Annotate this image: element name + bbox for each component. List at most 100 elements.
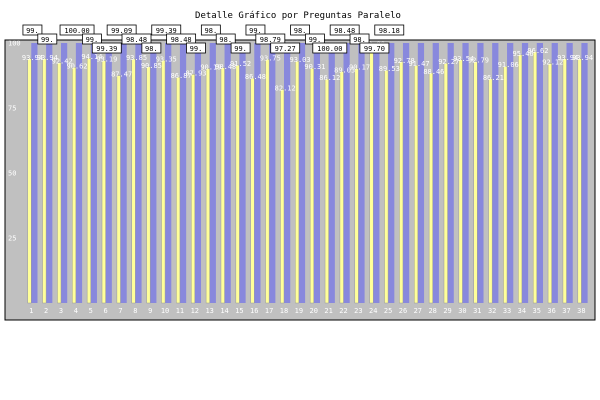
data-label: 90.17 [349, 64, 370, 72]
bar-full [254, 43, 261, 303]
bar-value [176, 76, 181, 304]
bar-value [146, 66, 151, 304]
data-label: 92.42 [52, 58, 73, 66]
bar-top-label-box [166, 33, 197, 45]
bar-full [358, 43, 365, 303]
bar-top-label: 98.48 [334, 27, 355, 35]
data-label: 86.12 [319, 74, 340, 82]
x-tick-label: 1 [29, 307, 33, 315]
x-tick-label: 15 [235, 307, 243, 315]
x-tick-label: 34 [518, 307, 526, 315]
x-tick-label: 4 [74, 307, 78, 315]
bar-full [566, 43, 573, 303]
bar-full [388, 43, 395, 303]
data-label: 90.48 [215, 63, 236, 71]
x-tick-label: 32 [488, 307, 496, 315]
bar-value [577, 58, 582, 304]
data-label: 86.48 [245, 73, 266, 81]
data-label: 88.46 [423, 68, 444, 76]
bar-full [402, 43, 410, 303]
x-tick-label: 27 [414, 307, 422, 315]
bar-value [86, 57, 91, 304]
bar-full [373, 43, 380, 303]
bar-top-label-box [37, 33, 58, 45]
data-label: 92.12 [542, 58, 563, 66]
bar-value [131, 58, 136, 304]
x-tick-label: 37 [562, 307, 570, 315]
x-tick-label: 33 [503, 307, 511, 315]
bar-top-label-box [215, 33, 236, 45]
bar-full [135, 43, 142, 303]
bar-top-label: 99.09 [111, 27, 132, 35]
bar-full [150, 43, 157, 303]
x-tick-label: 14 [220, 307, 228, 315]
x-tick-label: 29 [443, 307, 451, 315]
bar-top-label: 98.48 [126, 36, 147, 44]
x-tick-label: 11 [176, 307, 184, 315]
x-tick-label: 36 [547, 307, 555, 315]
x-tick-label: 6 [103, 307, 107, 315]
data-label: 93.94 [557, 54, 578, 62]
bar-top-label: 98. [219, 36, 232, 44]
data-label: 87.93 [185, 69, 206, 77]
x-tick-label: 3 [59, 307, 63, 315]
bar-value [547, 63, 552, 304]
bar-top-labels: 99.99.100.0099.99.3999.0998.4898.99.3998… [22, 24, 405, 54]
bar-top-label-box [230, 42, 251, 54]
bar-top-label-box [91, 42, 122, 54]
bar-top-label-box [186, 42, 206, 54]
bar-value [414, 64, 419, 304]
x-tick-label: 12 [191, 307, 199, 315]
bar-value [399, 61, 404, 304]
data-label: 82.12 [275, 84, 296, 92]
bar-value [72, 67, 77, 304]
bar-top-label: 99. [41, 36, 54, 44]
bar-top-label: 98.79 [260, 36, 281, 44]
x-tick-label: 38 [577, 307, 585, 315]
data-label: 93.94 [37, 54, 58, 62]
bar-full [105, 43, 112, 303]
bar-top-label-box [312, 42, 348, 54]
data-label: 92.79 [468, 57, 489, 65]
bar-value [190, 74, 196, 304]
bar-value [161, 60, 166, 304]
data-label: 86.87 [171, 72, 192, 80]
bar-full [179, 43, 187, 303]
bar-full [269, 43, 276, 303]
x-tick-label: 10 [161, 307, 169, 315]
bar-value [488, 78, 493, 304]
bar-value [205, 68, 210, 304]
bar-value [250, 77, 255, 304]
bar-top-label: 99. [26, 27, 39, 35]
y-axis: 25 50 75 100 [8, 40, 21, 243]
bar-top-label: 100.00 [317, 45, 342, 53]
x-tick-label: 35 [533, 307, 541, 315]
bar-full [284, 43, 291, 303]
bar-top-label-box [270, 42, 301, 54]
x-tick-label: 7 [118, 307, 122, 315]
x-tick-label: 21 [324, 307, 332, 315]
bar-full [447, 43, 454, 303]
data-label: 93.85 [126, 54, 147, 62]
y-tick-label: 75 [8, 105, 16, 113]
bar-full [120, 43, 127, 303]
bar-value [473, 61, 478, 304]
data-label: 93.35 [156, 55, 177, 63]
x-tick-label: 8 [133, 307, 137, 315]
x-tick-label: 19 [295, 307, 303, 315]
bar-value [116, 75, 121, 304]
bar-full [551, 43, 558, 303]
bar-full [224, 43, 231, 303]
bar-top-label: 98. [353, 36, 366, 44]
bar-full [477, 43, 484, 303]
bar-full [432, 43, 439, 303]
bar-value [369, 45, 374, 304]
bar-top-label-box [374, 24, 405, 36]
data-label: 92.78 [394, 57, 415, 65]
bar-full [536, 43, 544, 303]
bar-value [57, 62, 62, 304]
data-label: 94.14 [81, 53, 102, 61]
data-label: 91.47 [408, 60, 429, 68]
x-tick-label: 17 [265, 307, 273, 315]
bar-top-label: 99.39 [96, 45, 117, 53]
